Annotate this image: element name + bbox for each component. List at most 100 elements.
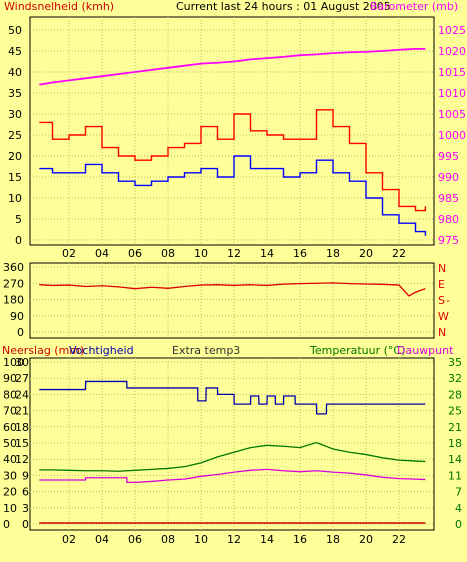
humidity-y-tick-label: 40 xyxy=(3,453,17,466)
barometer-title: Barometer (mb) xyxy=(370,0,458,13)
x-tick-label: 08 xyxy=(161,247,175,260)
temperature-y-tick-label: 4 xyxy=(455,502,462,515)
wind-y-tick-label: 45 xyxy=(8,45,22,58)
barometer-y-tick-label: 995 xyxy=(438,150,459,163)
humidity-label: Vochtigheid xyxy=(69,344,134,357)
x-tick-label: 06 xyxy=(128,533,142,546)
x-tick-label: 08 xyxy=(161,533,175,546)
barometer-y-tick-label: 985 xyxy=(438,192,459,205)
rain-label: Neerslag (mm) xyxy=(2,344,84,357)
humidity-y-tick-label: 90 xyxy=(3,372,17,385)
direction-y-tick-label: 0 xyxy=(17,326,24,339)
x-tick-label: 14 xyxy=(260,533,274,546)
humidity-y-tick-label: 50 xyxy=(3,437,17,450)
humidity-y-tick-label: 80 xyxy=(3,388,17,401)
x-tick-label: 14 xyxy=(260,247,274,260)
wind-y-tick-label: 35 xyxy=(8,87,22,100)
direction-y-tick-label: 180 xyxy=(3,294,24,307)
wind-y-tick-label: 20 xyxy=(8,150,22,163)
panel-frame xyxy=(29,357,435,531)
extra-temp-y-tick-label: 12 xyxy=(15,453,29,466)
dewpoint-label: Dauwpunt xyxy=(397,344,454,357)
x-tick-label: 18 xyxy=(326,247,340,260)
wind-y-tick-label: 0 xyxy=(15,234,22,247)
panel-frame xyxy=(29,262,435,339)
x-tick-label: 16 xyxy=(293,533,307,546)
barometer-y-tick-label: 975 xyxy=(438,234,459,247)
extra-temp-y-tick-label: 6 xyxy=(22,486,29,499)
temperature-y-tick-label: 11 xyxy=(448,469,462,482)
series-direction xyxy=(39,282,426,297)
compass-label: N xyxy=(438,326,446,339)
extra-temp-y-tick-label: 3 xyxy=(22,502,29,515)
barometer-y-tick-label: 1025 xyxy=(438,24,466,37)
extra-temp-y-tick-label: 24 xyxy=(15,388,29,401)
barometer-y-tick-label: 1000 xyxy=(438,129,466,142)
wind-y-tick-label: 25 xyxy=(8,129,22,142)
wind-y-tick-label: 10 xyxy=(8,192,22,205)
barometer-y-tick-label: 1015 xyxy=(438,66,466,79)
extra-temp-y-tick-label: 15 xyxy=(15,437,29,450)
humidity-y-tick-label: 70 xyxy=(3,405,17,418)
temperature-y-tick-label: 25 xyxy=(448,405,462,418)
series-temperature xyxy=(39,441,426,472)
direction-y-tick-label: 360 xyxy=(3,261,24,274)
x-tick-label: 10 xyxy=(194,247,208,260)
wind-y-tick-label: 30 xyxy=(8,108,22,121)
humidity-y-tick-label: 0 xyxy=(3,518,10,531)
humidity-y-tick-label: 30 xyxy=(3,469,17,482)
temperature-y-tick-label: 32 xyxy=(448,372,462,385)
wind-y-tick-label: 40 xyxy=(8,66,22,79)
humidity-y-tick-label: 100 xyxy=(3,356,24,369)
x-tick-label: 22 xyxy=(392,247,406,260)
series-dewpoint xyxy=(39,468,426,483)
series-gust xyxy=(39,109,427,212)
extra-temp-y-tick-label: 0 xyxy=(22,518,29,531)
temperature-y-tick-label: 14 xyxy=(448,453,462,466)
extra-temp-y-tick-label: 27 xyxy=(15,372,29,385)
x-tick-label: 12 xyxy=(227,247,241,260)
temperature-y-tick-label: 28 xyxy=(448,388,462,401)
compass-label: S xyxy=(438,294,445,307)
humidity-y-tick-label: 20 xyxy=(3,486,17,499)
temperature-y-tick-label: 0 xyxy=(455,518,462,531)
extra-temp-y-tick-label: 9 xyxy=(22,469,29,482)
series-barometer xyxy=(39,48,426,86)
x-tick-label: 10 xyxy=(194,533,208,546)
x-tick-label: 02 xyxy=(62,533,76,546)
compass-label: N xyxy=(438,262,446,275)
panel-frame xyxy=(29,16,435,246)
barometer-y-tick-label: 1020 xyxy=(438,45,466,58)
series-humidity xyxy=(39,380,426,415)
humidity-y-tick-label: 60 xyxy=(3,421,17,434)
direction-y-tick-label: 270 xyxy=(3,277,24,290)
center-title: Current last 24 hours : 01 August 2005 xyxy=(176,0,391,13)
extra-temp-y-tick-label: 21 xyxy=(15,405,29,418)
x-tick-label: 18 xyxy=(326,533,340,546)
x-tick-label: 02 xyxy=(62,247,76,260)
x-tick-label: 12 xyxy=(227,533,241,546)
x-tick-label: 22 xyxy=(392,533,406,546)
extra-temp-label: Extra temp3 xyxy=(172,344,240,357)
humidity-y-tick-label: 10 xyxy=(3,502,17,515)
compass-label: W xyxy=(438,310,449,323)
barometer-y-tick-label: 980 xyxy=(438,213,459,226)
temperature-label: Temperatuur (°C) xyxy=(309,344,405,357)
x-tick-label: 04 xyxy=(95,247,109,260)
temperature-y-tick-label: 21 xyxy=(448,421,462,434)
temperature-y-tick-label: 18 xyxy=(448,437,462,450)
wind-y-tick-label: 5 xyxy=(15,213,22,226)
series-wind xyxy=(39,155,427,236)
barometer-y-tick-label: 1005 xyxy=(438,108,466,121)
x-tick-label: 04 xyxy=(95,533,109,546)
wind-title: Windsnelheid (kmh) xyxy=(4,0,114,13)
x-tick-label: 16 xyxy=(293,247,307,260)
temperature-y-tick-label: 7 xyxy=(455,486,462,499)
x-tick-label: 20 xyxy=(359,533,373,546)
extra-temp-y-tick-label: 18 xyxy=(15,421,29,434)
compass-label: E xyxy=(438,278,445,291)
compass-dash: - xyxy=(446,294,450,307)
direction-y-tick-label: 90 xyxy=(10,310,24,323)
